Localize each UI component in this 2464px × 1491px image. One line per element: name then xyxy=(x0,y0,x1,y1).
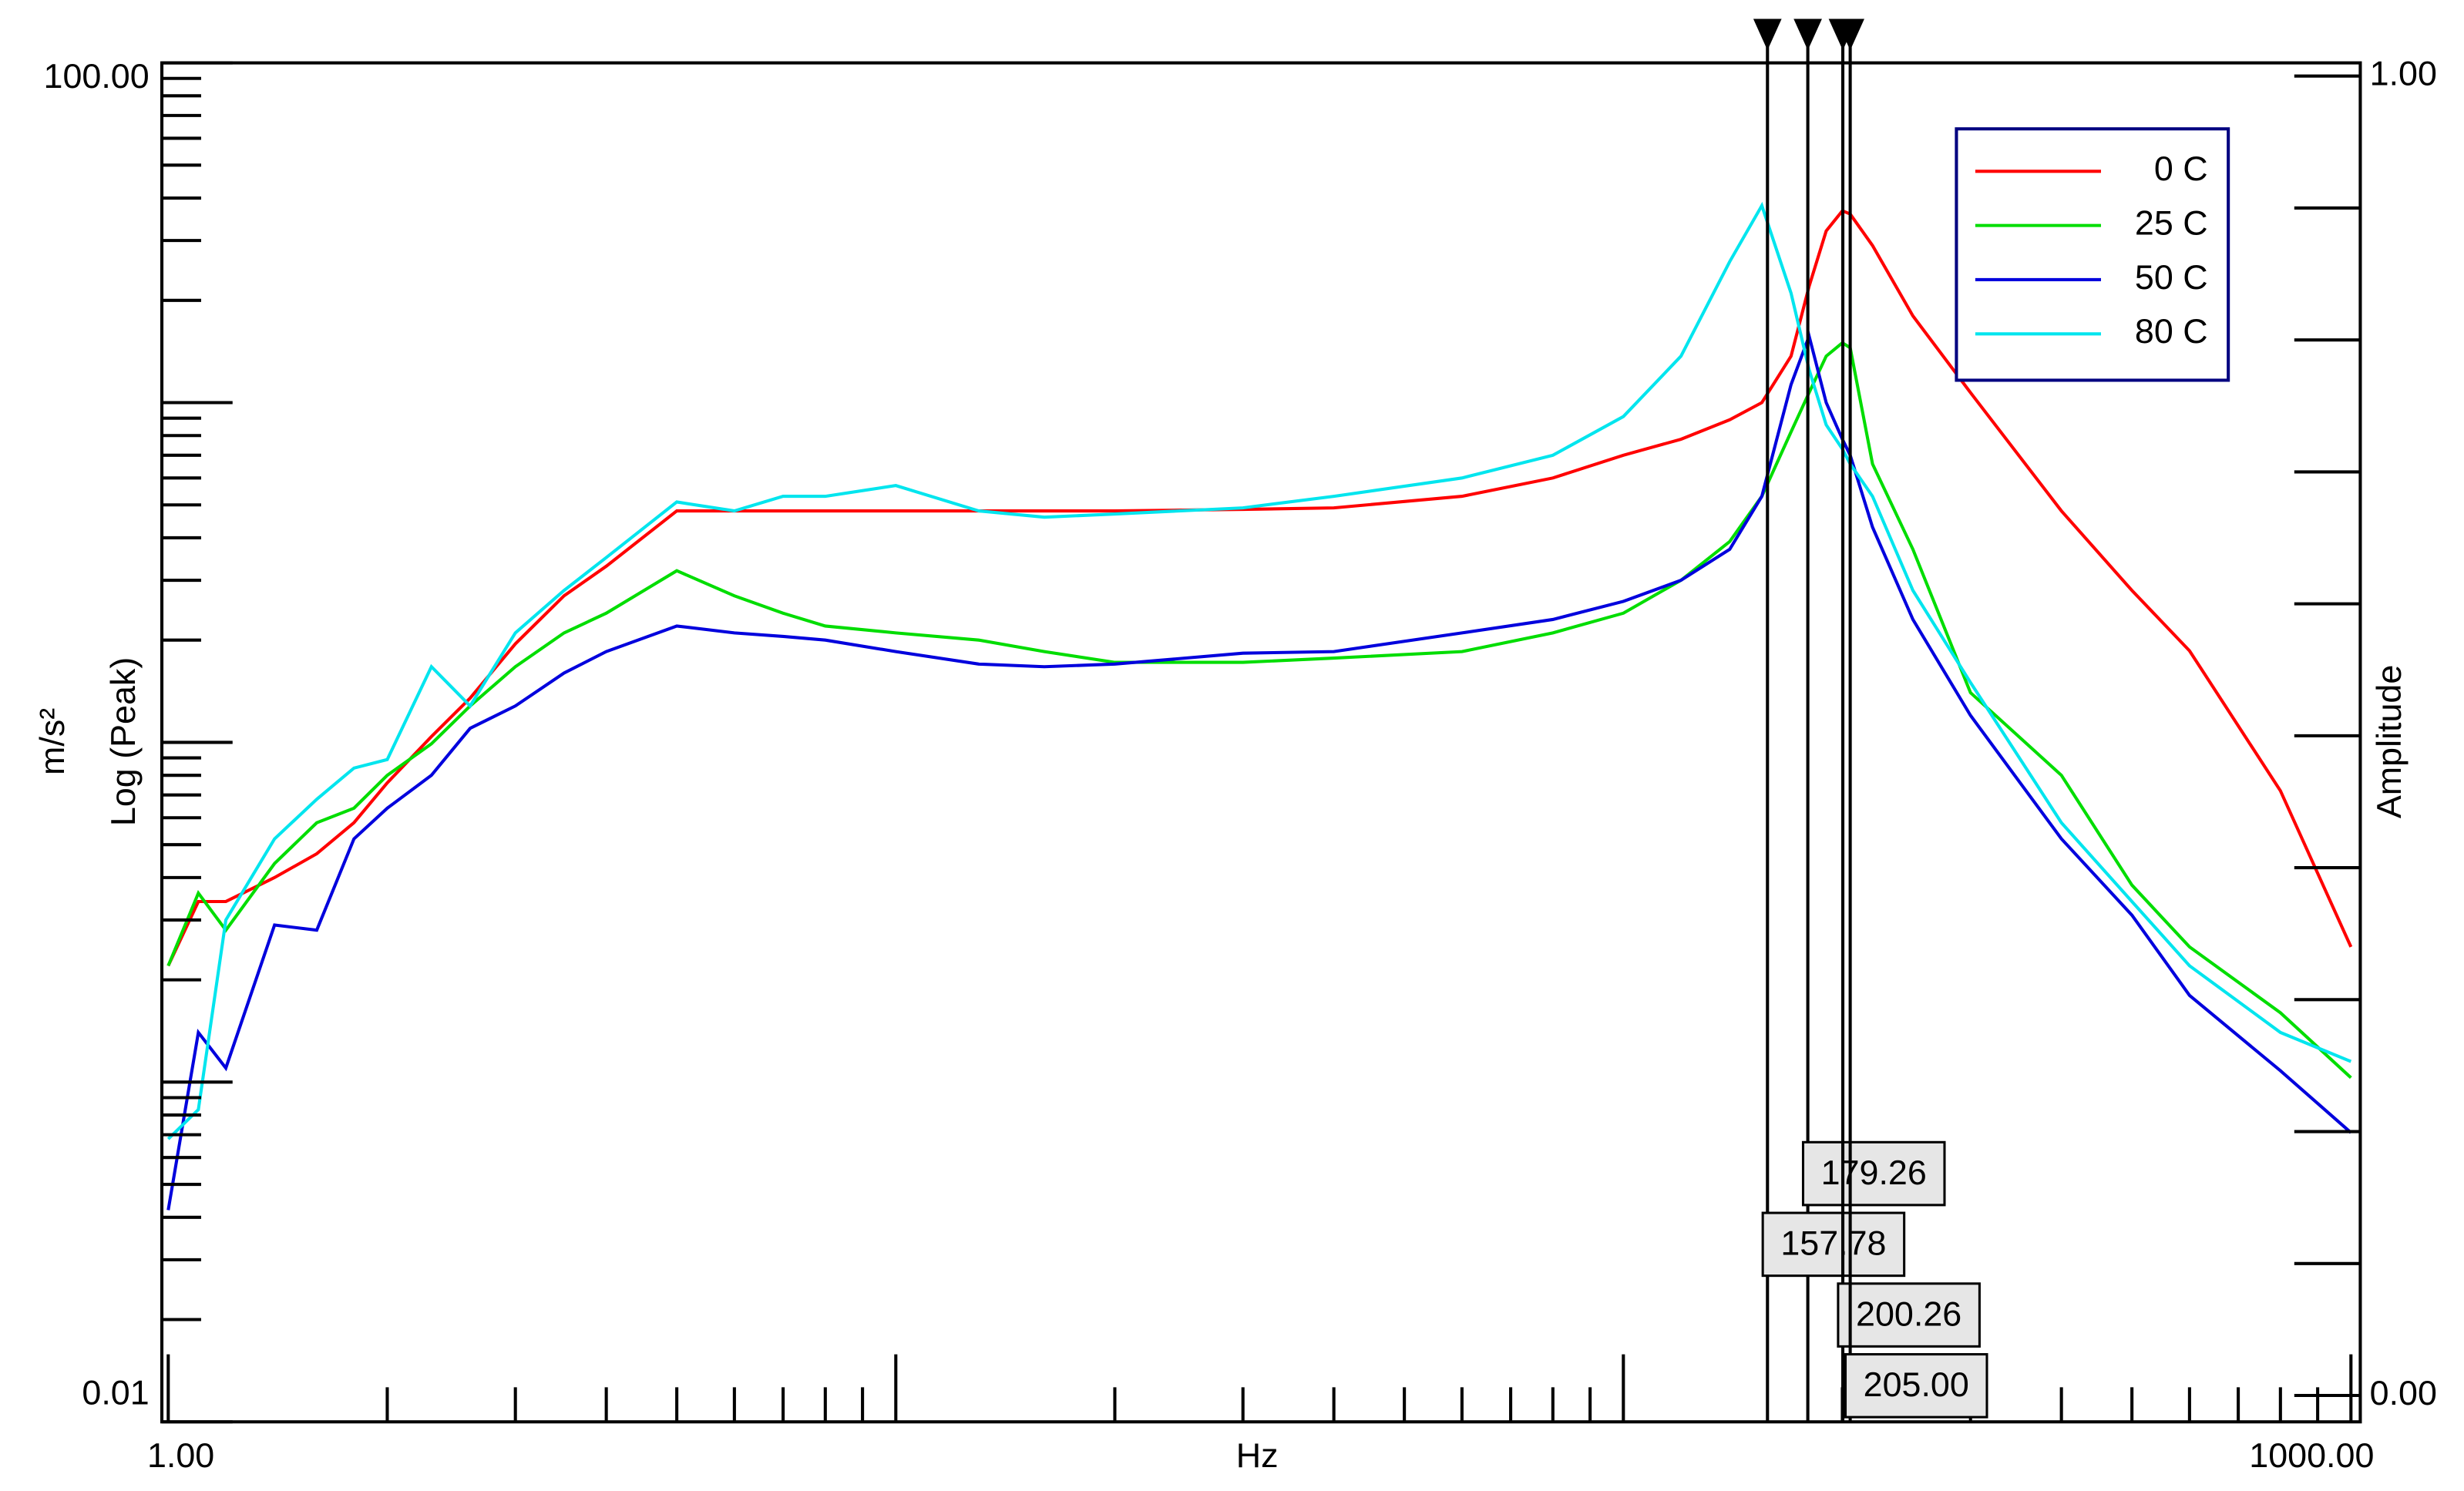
x-tick-label: 1.00 xyxy=(147,1436,214,1475)
legend-label: 80 C xyxy=(2135,311,2208,351)
series-line xyxy=(166,331,2352,1211)
cursor-label: 179.26 xyxy=(1821,1153,1927,1192)
y-axis-unit: m/s² xyxy=(32,708,72,775)
x-axis-label: Hz xyxy=(1236,1436,1279,1475)
cursor-label-box xyxy=(1761,1211,1906,1278)
y2-tick-label: 0.00 xyxy=(2370,1373,2437,1412)
cursor-label: 205.00 xyxy=(1864,1365,1969,1404)
cursor-label-box xyxy=(1801,1140,1946,1207)
cursor-marker xyxy=(1793,18,1822,51)
y2-tick-label: 1.00 xyxy=(2370,54,2437,93)
legend-label: 25 C xyxy=(2135,203,2208,242)
y-tick-label: 100.00 xyxy=(44,56,150,96)
cursor-marker xyxy=(1753,18,1782,51)
cursor-label-box xyxy=(1844,1353,1988,1419)
y-tick-label: 0.01 xyxy=(82,1372,149,1412)
legend-label: 50 C xyxy=(2135,257,2208,297)
y2-axis-label: Amplitude xyxy=(2369,665,2409,818)
series-line xyxy=(166,201,2352,1140)
cursor-label-box xyxy=(1837,1282,1981,1348)
x-tick-label: 1000.00 xyxy=(2249,1436,2374,1475)
legend-label: 0 C xyxy=(2154,149,2208,188)
y-axis-label: Log (Peak) xyxy=(103,657,143,826)
series-line xyxy=(166,341,2352,1080)
cursor-label: 200.26 xyxy=(1856,1294,1961,1333)
cursor-label: 157.78 xyxy=(1780,1224,1886,1263)
cursor-marker xyxy=(1836,18,1864,51)
